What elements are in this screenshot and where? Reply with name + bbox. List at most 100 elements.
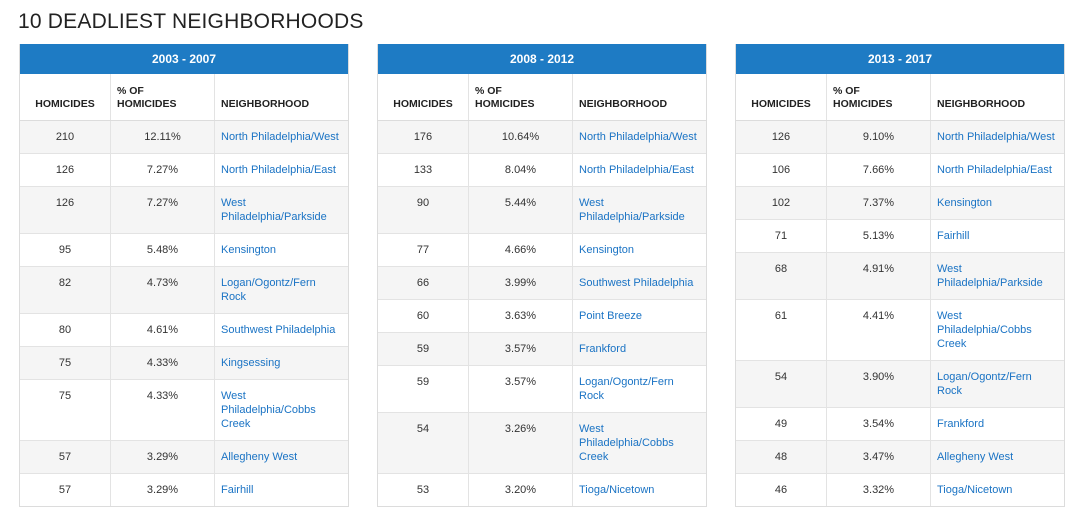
- homicides-cell: 176: [378, 120, 469, 154]
- neighborhood-link[interactable]: North Philadelphia/East: [221, 164, 336, 176]
- homicides-cell: 68: [736, 252, 827, 300]
- neighborhood-link[interactable]: Tioga/Nicetown: [937, 484, 1013, 496]
- pct-cell: 4.73%: [110, 266, 215, 314]
- neighborhood-link[interactable]: Southwest Philadelphia: [579, 277, 694, 289]
- neighborhood-cell: North Philadelphia/West: [214, 120, 348, 154]
- neighborhood-cell: West Philadelphia/Cobbs Creek: [930, 299, 1064, 361]
- homicides-header-label: HOMICIDES: [751, 98, 811, 110]
- table-row: 57 3.29% Fairhill: [20, 473, 349, 507]
- neighborhood-link[interactable]: Southwest Philadelphia: [221, 324, 336, 336]
- neighborhood-link[interactable]: Logan/Ogontz/Fern Rock: [221, 277, 316, 303]
- homicides-column-header: HOMICIDES: [736, 74, 827, 121]
- neighborhood-column-header: NEIGHBORHOOD: [214, 74, 348, 121]
- neighborhood-link[interactable]: North Philadelphia/East: [579, 164, 694, 176]
- column-header-row: HOMICIDES% OF HOMICIDES NEIGHBORHOOD: [736, 74, 1064, 121]
- neighborhood-link[interactable]: West Philadelphia/Cobbs Creek: [937, 310, 1032, 350]
- pct-cell: 7.37%: [826, 186, 931, 220]
- neighborhood-link[interactable]: Fairhill: [221, 484, 254, 496]
- neighborhood-link[interactable]: North Philadelphia/West: [579, 131, 697, 143]
- neighborhood-link[interactable]: Allegheny West: [221, 451, 298, 463]
- homicides-cell: 71: [736, 219, 827, 253]
- table-row: 68 4.91% West Philadelphia/Parkside: [736, 252, 1064, 300]
- neighborhood-link[interactable]: Kingsessing: [221, 357, 281, 369]
- neighborhood-link[interactable]: North Philadelphia/East: [937, 164, 1052, 176]
- homicides-cell: 66: [378, 266, 469, 300]
- pct-cell: 3.99%: [468, 266, 573, 300]
- table-row: 66 3.99% Southwest Philadelphia: [378, 266, 706, 300]
- neighborhood-link[interactable]: Kensington: [579, 244, 635, 256]
- table-row: 54 3.26% West Philadelphia/Cobbs Creek: [378, 412, 706, 474]
- neighborhood-cell: Fairhill: [930, 219, 1064, 253]
- neighborhood-cell: Southwest Philadelphia: [572, 266, 706, 300]
- pct-header-line1: % OF: [475, 85, 502, 97]
- homicides-cell: 49: [736, 407, 827, 441]
- neighborhood-header-label: NEIGHBORHOOD: [937, 98, 1026, 110]
- homicides-table: HOMICIDES% OF HOMICIDES NEIGHBORHOOD 210 12.…: [20, 74, 348, 506]
- neighborhood-link[interactable]: West Philadelphia/Cobbs Creek: [579, 423, 674, 463]
- homicides-cell: 57: [20, 440, 111, 474]
- neighborhood-link[interactable]: Kensington: [221, 244, 277, 256]
- neighborhood-cell: Allegheny West: [214, 440, 348, 474]
- pct-cell: 3.90%: [826, 360, 931, 408]
- pct-cell: 3.26%: [468, 412, 573, 474]
- neighborhood-cell: West Philadelphia/Parkside: [572, 186, 706, 234]
- neighborhood-link[interactable]: Logan/Ogontz/Fern Rock: [937, 371, 1032, 397]
- period-header: 2013 - 2017: [736, 44, 1064, 74]
- table-panel-2008-2012: 2008 - 2012 HOMICIDES% OF HOMICIDES NEIGHBO…: [377, 44, 707, 507]
- neighborhood-cell: North Philadelphia/East: [930, 153, 1064, 187]
- homicides-cell: 95: [20, 233, 111, 267]
- neighborhood-link[interactable]: Tioga/Nicetown: [579, 484, 655, 496]
- pct-column-header: % OF HOMICIDES: [468, 74, 573, 121]
- neighborhood-link[interactable]: West Philadelphia/Cobbs Creek: [221, 390, 316, 430]
- table-row: 82 4.73% Logan/Ogontz/Fern Rock: [20, 266, 348, 314]
- neighborhood-link[interactable]: Point Breeze: [579, 310, 642, 322]
- neighborhood-link[interactable]: Kensington: [937, 197, 993, 209]
- table-row: 176 10.64% North Philadelphia/West: [378, 120, 706, 154]
- homicides-cell: 102: [736, 186, 827, 220]
- neighborhood-link[interactable]: North Philadelphia/West: [937, 131, 1055, 143]
- homicides-cell: 59: [378, 332, 469, 366]
- table-row: 59 3.57% Frankford: [378, 332, 706, 366]
- table-row: 75 4.33% West Philadelphia/Cobbs Creek: [20, 379, 348, 441]
- pct-cell: 7.27%: [110, 153, 215, 187]
- pct-cell: 4.66%: [468, 233, 573, 267]
- neighborhood-column-header: NEIGHBORHOOD: [930, 74, 1064, 121]
- homicides-cell: 60: [378, 299, 469, 333]
- column-header-row: HOMICIDES% OF HOMICIDES NEIGHBORHOOD: [378, 74, 706, 121]
- pct-cell: 10.64%: [468, 120, 573, 154]
- table-row: 133 8.04% North Philadelphia/East: [378, 153, 706, 187]
- pct-header-line2: HOMICIDES: [475, 98, 535, 110]
- table-row: 60 3.63% Point Breeze: [378, 299, 706, 333]
- neighborhood-cell: Kingsessing: [214, 346, 348, 380]
- neighborhood-link[interactable]: Frankford: [937, 418, 985, 430]
- homicides-cell: 80: [20, 313, 111, 347]
- table-row: 210 12.11% North Philadelphia/West: [20, 120, 348, 154]
- table-row: 126 7.27% West Philadelphia/Parkside: [20, 186, 348, 234]
- neighborhood-cell: Tioga/Nicetown: [573, 474, 707, 507]
- homicides-cell: 46: [736, 473, 827, 506]
- neighborhood-link[interactable]: North Philadelphia/West: [221, 131, 339, 143]
- neighborhood-cell: North Philadelphia/West: [572, 120, 706, 154]
- table-row: 126 7.27% North Philadelphia/East: [20, 153, 348, 187]
- neighborhood-link[interactable]: Logan/Ogontz/Fern Rock: [579, 376, 674, 402]
- neighborhood-cell: West Philadelphia/Cobbs Creek: [214, 379, 348, 441]
- pct-cell: 4.33%: [110, 379, 215, 441]
- table-row: 95 5.48% Kensington: [20, 233, 348, 267]
- neighborhood-cell: Fairhill: [215, 474, 349, 507]
- neighborhood-link[interactable]: Fairhill: [937, 230, 970, 242]
- neighborhood-link[interactable]: West Philadelphia/Parkside: [937, 263, 1043, 289]
- period-header: 2008 - 2012: [378, 44, 706, 74]
- homicides-cell: 126: [20, 153, 111, 187]
- pct-header-line2: HOMICIDES: [117, 98, 177, 110]
- table-row: 53 3.20% Tioga/Nicetown: [378, 473, 707, 507]
- table-panel-2003-2007: 2003 - 2007 HOMICIDES% OF HOMICIDES NEIGHBO…: [19, 44, 349, 507]
- pct-cell: 3.57%: [468, 332, 573, 366]
- neighborhood-cell: North Philadelphia/West: [930, 120, 1064, 154]
- neighborhood-link[interactable]: West Philadelphia/Parkside: [579, 197, 685, 223]
- neighborhood-link[interactable]: West Philadelphia/Parkside: [221, 197, 327, 223]
- homicides-cell: 210: [20, 120, 111, 154]
- neighborhood-cell: West Philadelphia/Parkside: [214, 186, 348, 234]
- neighborhood-link[interactable]: Allegheny West: [937, 451, 1014, 463]
- neighborhood-link[interactable]: Frankford: [579, 343, 627, 355]
- homicides-cell: 54: [736, 360, 827, 408]
